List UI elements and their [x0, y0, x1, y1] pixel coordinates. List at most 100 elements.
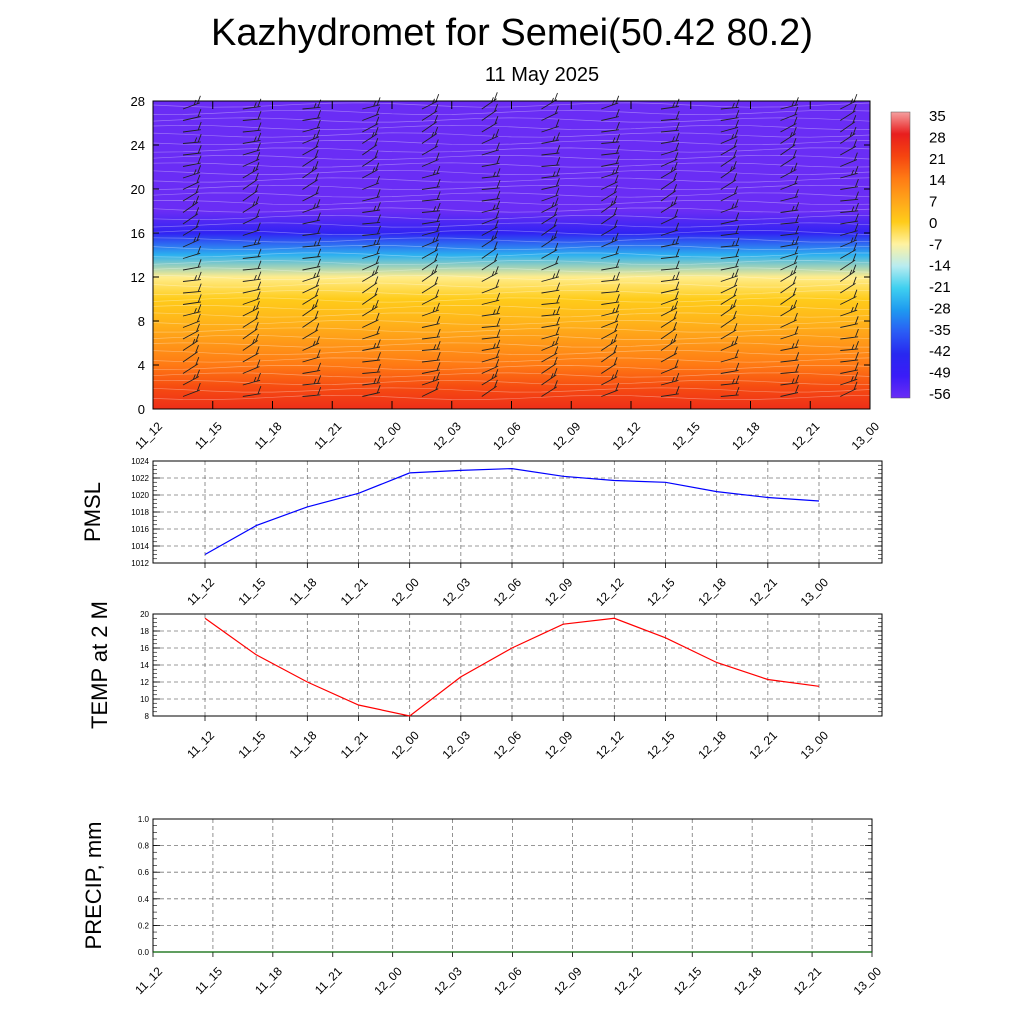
temp2m-ytick-label: 18 — [140, 627, 149, 636]
profile-xtick-label: 11_21 — [312, 419, 345, 452]
temp2m-xtick-label: 11_18 — [287, 728, 320, 761]
temp2m-xtick-label: 12_03 — [439, 728, 473, 762]
pmsl-xtick-label: 12_21 — [746, 575, 780, 609]
precip-xtick-label: 12_09 — [551, 964, 585, 998]
isotherm-contours — [152, 102, 871, 400]
pmsl-xtick-label: 12_00 — [388, 575, 422, 609]
precip-xtick-label: 12_00 — [371, 964, 405, 998]
profile-xtick-label: 12_21 — [789, 419, 823, 453]
colorbar-label: 14 — [929, 172, 946, 189]
temp2m-xtick-label: 11_21 — [338, 728, 371, 761]
profile-xtick-label: 11_12 — [132, 419, 165, 452]
precip-xtick-label: 12_18 — [731, 964, 765, 998]
profile-xtick-label: 12_00 — [371, 419, 405, 453]
pmsl-panel: 1012 1014 1016 1018 1020 1022 1024 11_12 11_15 11… — [80, 457, 883, 609]
colorbar-label: 0 — [929, 215, 937, 232]
temp2m-xtick-label: 12_09 — [542, 728, 576, 762]
profile-xtick-label: 11_18 — [252, 419, 285, 452]
precip-ylabel: PRECIP, mm — [81, 822, 106, 950]
profile-ytick-label: 12 — [131, 270, 145, 285]
temp2m-xtick-label: 12_06 — [491, 728, 525, 762]
precip-ytick-label: 0.8 — [138, 842, 150, 851]
chart-subtitle: 11 May 2025 — [484, 64, 600, 86]
temp2m-ytick-label: 14 — [140, 661, 149, 670]
temp2m-ytick-label: 16 — [140, 644, 149, 653]
profile-xtick-label: 12_06 — [490, 419, 524, 453]
pmsl-ytick-label: 1018 — [131, 508, 149, 517]
pmsl-frame — [152, 460, 883, 564]
pmsl-xtick-label: 11_21 — [338, 575, 371, 608]
pmsl-xtick-label: 12_06 — [491, 575, 525, 609]
pmsl-series-line — [204, 467, 820, 556]
temp2m-xtick-label: 11_12 — [184, 728, 217, 761]
colorbar-label: -28 — [929, 300, 951, 317]
precip-ytick-label: 0.6 — [138, 868, 150, 877]
precip-xtick-label: 12_15 — [671, 964, 705, 998]
colorbar-label: -35 — [929, 322, 951, 339]
colorbar-label: -42 — [929, 343, 951, 360]
pmsl-ylabel: PMSL — [80, 482, 105, 542]
colorbar-label: -21 — [929, 279, 951, 296]
precip-xtick-label: 11_18 — [252, 964, 285, 997]
precip-ytick-label: 1.0 — [138, 815, 150, 824]
precip-xtick-label: 12_06 — [491, 964, 525, 998]
temp2m-series-line — [204, 617, 820, 717]
colorbar-label: 28 — [929, 129, 946, 146]
precip-ytick-label: 0.4 — [138, 895, 150, 904]
pmsl-xtick-label: 13_00 — [798, 575, 832, 609]
temperature-field — [153, 101, 870, 409]
temp2m-xtick-label: 11_15 — [235, 728, 268, 761]
profile-ytick-label: 28 — [131, 94, 145, 109]
temp2m-frame — [152, 613, 883, 717]
precip-xtick-label: 11_12 — [132, 964, 165, 997]
colorbar: 35 28 21 14 7 0 -7 -14 -21 -28 -35 -42 -49 -56 — [890, 108, 951, 403]
pmsl-ytick-label: 1020 — [131, 491, 149, 500]
temp2m-ytick-label: 8 — [145, 712, 150, 721]
profile-xtick-label: 12_09 — [550, 419, 584, 453]
profile-ytick-label: 0 — [138, 402, 145, 417]
pmsl-xtick-label: 11_15 — [235, 575, 268, 608]
profile-xtick-label: 12_12 — [610, 419, 644, 453]
pmsl-xtick-label: 11_12 — [184, 575, 217, 608]
temp2m-ytick-label: 20 — [140, 610, 149, 619]
profile-ytick-label: 8 — [138, 314, 145, 329]
profile-ytick-label: 4 — [138, 358, 145, 373]
profile-xtick-label: 13_00 — [849, 419, 883, 453]
profile-panel: 0 4 8 12 16 20 24 28 11_12 11_15 11_18 11_21 12_00 12… — [131, 92, 883, 453]
pmsl-ytick-label: 1022 — [131, 474, 149, 483]
precip-ytick-label: 0.2 — [138, 921, 150, 930]
colorbar-bar — [890, 111, 911, 399]
precip-xtick-label: 13_00 — [851, 964, 885, 998]
profile-xtick-label: 12_18 — [729, 419, 763, 453]
profile-ytick-label: 16 — [131, 226, 145, 241]
colorbar-label: -14 — [929, 258, 951, 275]
precip-xtick-label: 12_21 — [791, 964, 825, 998]
pmsl-ytick-label: 1016 — [131, 525, 149, 534]
colorbar-label: -56 — [929, 386, 951, 403]
temp2m-ytick-label: 10 — [140, 695, 149, 704]
pmsl-ytick-label: 1012 — [131, 559, 149, 568]
temp2m-xtick-label: 12_12 — [593, 728, 627, 762]
temp2m-xtick-label: 13_00 — [798, 728, 832, 762]
chart-title: Kazhydromet for Semei(50.42 80.2) — [211, 12, 813, 54]
precip-xtick-label: 11_21 — [312, 964, 345, 997]
temp2m-xtick-label: 12_15 — [644, 728, 678, 762]
colorbar-label: 35 — [929, 108, 946, 125]
temp2m-ytick-label: 12 — [140, 678, 149, 687]
pmsl-xtick-label: 11_18 — [287, 575, 320, 608]
pmsl-xtick-label: 12_18 — [695, 575, 729, 609]
wind-barbs — [182, 92, 859, 397]
profile-xtick-label: 11_15 — [192, 419, 225, 452]
colorbar-label: -7 — [929, 236, 942, 253]
precip-panel: 0.0 0.2 0.4 0.6 0.8 1.0 11_12 11_15 11_18 11_21 12… — [81, 815, 884, 998]
colorbar-label: 7 — [929, 194, 937, 211]
pmsl-ytick-label: 1014 — [131, 542, 149, 551]
profile-ytick-label: 20 — [131, 182, 145, 197]
profile-xtick-label: 12_15 — [669, 419, 703, 453]
temp2m-xtick-label: 12_00 — [388, 728, 422, 762]
temp2m-panel: 8 10 12 14 16 18 20 11_12 11_15 11_18 11_21 12_00 12… — [87, 601, 883, 762]
pmsl-xtick-label: 12_09 — [542, 575, 576, 609]
pmsl-xtick-label: 12_12 — [593, 575, 627, 609]
profile-xtick-label: 12_03 — [430, 419, 464, 453]
